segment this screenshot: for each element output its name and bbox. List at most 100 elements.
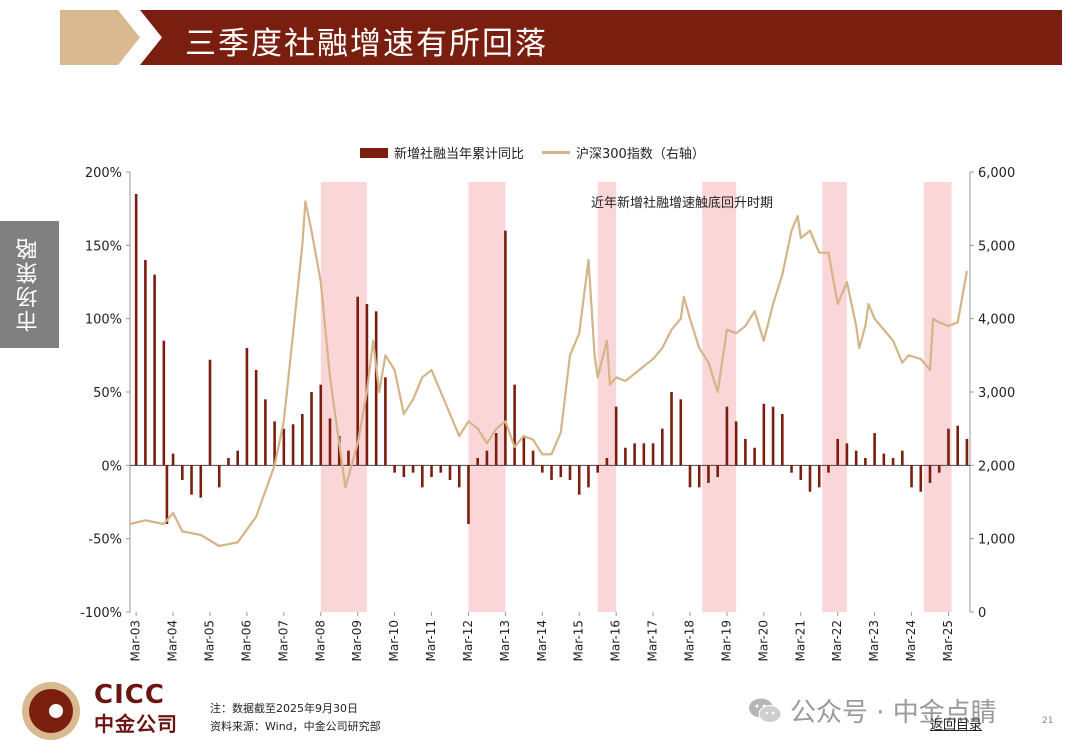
data-bar bbox=[245, 348, 249, 466]
data-bar bbox=[430, 465, 433, 478]
data-bar bbox=[716, 465, 719, 478]
right-tick-label: 5,000 bbox=[978, 239, 1015, 254]
data-bar bbox=[374, 311, 378, 466]
data-bar bbox=[531, 450, 535, 466]
data-bar bbox=[356, 296, 359, 466]
x-tick-label: Mar-03 bbox=[129, 620, 143, 661]
right-tick-label: 4,000 bbox=[978, 313, 1015, 328]
line-series bbox=[129, 200, 968, 548]
data-bar bbox=[725, 406, 729, 466]
left-tick-label: 0% bbox=[101, 459, 122, 474]
data-bar bbox=[328, 418, 332, 466]
data-bar bbox=[190, 465, 193, 495]
data-bar bbox=[236, 450, 239, 466]
data-bar bbox=[817, 465, 821, 488]
data-bar bbox=[171, 453, 175, 466]
wechat-icon bbox=[749, 698, 782, 723]
data-bar bbox=[577, 465, 581, 495]
left-tick-label: -100% bbox=[80, 606, 122, 621]
data-bar bbox=[836, 438, 839, 466]
data-bar bbox=[227, 458, 230, 466]
data-bar bbox=[734, 421, 738, 466]
x-tick-label: Mar-22 bbox=[830, 620, 844, 661]
left-tick-label: 150% bbox=[85, 239, 122, 254]
data-bar bbox=[134, 194, 138, 466]
data-bar bbox=[494, 433, 498, 466]
x-tick-label: Mar-16 bbox=[609, 620, 623, 661]
data-bar bbox=[799, 465, 803, 480]
data-bar bbox=[688, 465, 692, 488]
data-bar bbox=[504, 230, 507, 466]
right-tick-label: 3,000 bbox=[978, 386, 1015, 401]
x-tick-label: Mar-23 bbox=[867, 620, 881, 661]
x-tick-label: Mar-14 bbox=[535, 620, 549, 661]
x-tick-label: Mar-13 bbox=[498, 620, 512, 661]
data-bar bbox=[642, 443, 646, 466]
note-line: 注：数据截至2025年9月30日 bbox=[210, 702, 358, 715]
data-bar bbox=[882, 453, 886, 466]
data-bar bbox=[873, 433, 876, 466]
x-tick-label: Mar-19 bbox=[719, 620, 733, 661]
cicc-logo-icon bbox=[22, 682, 80, 740]
left-tick-label: -50% bbox=[88, 533, 122, 548]
data-bar bbox=[781, 414, 784, 466]
logo-text-cn: 中金公司 bbox=[94, 712, 178, 736]
data-bar bbox=[956, 425, 959, 466]
data-bar bbox=[937, 465, 941, 473]
legend-bar-swatch bbox=[360, 147, 388, 158]
data-bar bbox=[919, 465, 923, 492]
data-bar bbox=[550, 465, 553, 480]
data-bar bbox=[679, 399, 683, 466]
data-bar bbox=[513, 384, 516, 466]
shaded-period bbox=[702, 182, 737, 612]
title-accent-shape bbox=[60, 10, 140, 65]
data-bar bbox=[864, 458, 867, 466]
page-title: 三季度社融增速有所回落 bbox=[185, 26, 548, 62]
data-bar bbox=[282, 428, 286, 466]
data-bar bbox=[439, 465, 443, 473]
data-bar bbox=[707, 465, 710, 483]
right-tick-label: 1,000 bbox=[978, 533, 1015, 548]
x-tick-label: Mar-21 bbox=[793, 620, 807, 661]
right-tick-label: 0 bbox=[978, 606, 986, 621]
back-to-contents-link[interactable]: 返回目录 bbox=[930, 718, 983, 733]
data-bar bbox=[605, 458, 609, 466]
bar-series bbox=[134, 194, 969, 524]
data-bar bbox=[411, 465, 415, 473]
right-tick-label: 6,000 bbox=[978, 166, 1015, 181]
tick-labels: -100% -50% 0% 50% 100% 150% 200% 0 1,000 2,000 3,0… bbox=[80, 166, 1015, 661]
data-bar bbox=[947, 428, 950, 466]
data-bar bbox=[891, 458, 895, 466]
data-bar bbox=[762, 403, 766, 466]
data-bar bbox=[559, 465, 563, 478]
data-bar bbox=[393, 465, 396, 473]
x-tick-label: Mar-18 bbox=[683, 620, 697, 661]
data-bar bbox=[633, 443, 636, 466]
shaded-periods bbox=[320, 182, 952, 612]
x-tick-label: Mar-05 bbox=[203, 620, 217, 661]
x-tick-label: Mar-24 bbox=[904, 620, 918, 661]
data-bar bbox=[467, 465, 470, 524]
data-bar bbox=[808, 465, 812, 492]
left-tick-label: 200% bbox=[85, 166, 122, 181]
legend: 新增社融当年累计同比 沪深300指数（右轴） bbox=[360, 143, 705, 162]
x-tick-label: Mar-10 bbox=[387, 620, 401, 661]
data-bar bbox=[165, 465, 169, 524]
title-bar bbox=[140, 10, 1062, 65]
data-bar bbox=[790, 465, 793, 473]
shaded-period bbox=[923, 182, 952, 612]
data-bar bbox=[217, 465, 221, 488]
data-bar bbox=[181, 465, 184, 480]
shaded-period bbox=[822, 182, 847, 612]
data-bar bbox=[301, 414, 304, 466]
index-line bbox=[129, 200, 968, 548]
legend-line-label: 沪深300指数（右轴） bbox=[576, 147, 705, 162]
data-bar bbox=[614, 406, 618, 466]
x-tick-label: Mar-09 bbox=[350, 620, 364, 661]
source-notes: 注：数据截至2025年9月30日 资料来源：Wind，中金公司研究部 bbox=[210, 700, 381, 736]
page-number: 21 bbox=[1042, 716, 1054, 726]
x-tick-label: Mar-07 bbox=[276, 620, 290, 661]
data-bar bbox=[522, 436, 526, 466]
data-bar bbox=[310, 392, 313, 466]
data-bar bbox=[162, 340, 166, 466]
